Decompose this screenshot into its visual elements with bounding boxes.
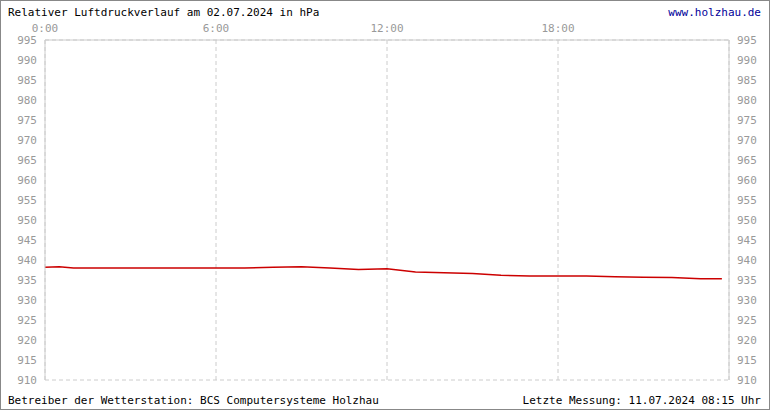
svg-text:985: 985: [737, 74, 757, 87]
svg-text:915: 915: [17, 354, 37, 367]
svg-text:6:00: 6:00: [203, 22, 230, 35]
svg-text:940: 940: [17, 254, 37, 267]
svg-text:970: 970: [17, 134, 37, 147]
svg-text:945: 945: [17, 234, 37, 247]
svg-text:12:00: 12:00: [370, 22, 403, 35]
html-text:Letzte Messung: 11.07.2024 08:: Letzte Messung: 11.07.2024 08:15 Uhr: [522, 394, 761, 407]
svg-text:995: 995: [737, 34, 757, 47]
svg-text:915: 915: [737, 354, 757, 367]
svg-text:910: 910: [737, 374, 757, 387]
svg-text:935: 935: [737, 274, 757, 287]
svg-text:950: 950: [17, 214, 37, 227]
svg-text:920: 920: [17, 334, 37, 347]
svg-text:930: 930: [17, 294, 37, 307]
svg-text:985: 985: [17, 74, 37, 87]
svg-text:18:00: 18:00: [541, 22, 574, 35]
svg-text:960: 960: [17, 174, 37, 187]
html-text:Relativer Luftdruckverlauf am: Relativer Luftdruckverlauf am 02.07.2024…: [8, 6, 320, 19]
svg-text:925: 925: [17, 314, 37, 327]
svg-text:980: 980: [17, 94, 37, 107]
svg-text:970: 970: [737, 134, 757, 147]
svg-text:940: 940: [737, 254, 757, 267]
svg-text:990: 990: [17, 54, 37, 67]
svg-text:955: 955: [17, 194, 37, 207]
svg-text:920: 920: [737, 334, 757, 347]
svg-text:990: 990: [737, 54, 757, 67]
svg-text:930: 930: [737, 294, 757, 307]
html-text:Betreiber der Wetterstation: B: Betreiber der Wetterstation: BCS Compute…: [8, 394, 379, 407]
html-text:www.holzhau.de: www.holzhau.de: [668, 6, 761, 19]
svg-text:955: 955: [737, 194, 757, 207]
svg-text:965: 965: [737, 154, 757, 167]
svg-text:980: 980: [737, 94, 757, 107]
svg-text:975: 975: [17, 114, 37, 127]
svg-text:935: 935: [17, 274, 37, 287]
svg-text:960: 960: [737, 174, 757, 187]
svg-text:945: 945: [737, 234, 757, 247]
svg-text:995: 995: [17, 34, 37, 47]
svg-text:975: 975: [737, 114, 757, 127]
svg-text:950: 950: [737, 214, 757, 227]
svg-text:965: 965: [17, 154, 37, 167]
svg-text:910: 910: [17, 374, 37, 387]
svg-text:0:00: 0:00: [31, 22, 59, 35]
svg-text:925: 925: [737, 314, 757, 327]
